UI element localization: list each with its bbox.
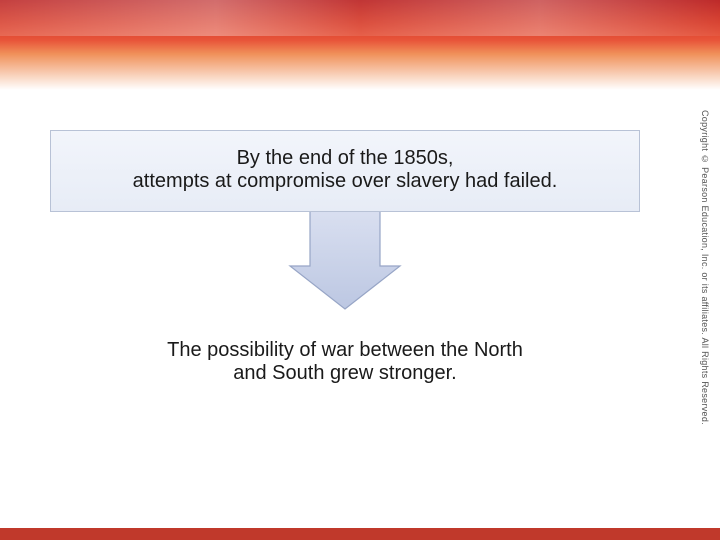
slide-content: By the end of the 1850s, attempts at com…	[30, 120, 660, 500]
callout-box: By the end of the 1850s, attempts at com…	[50, 130, 640, 212]
copyright-vertical: Copyright © Pearson Education, Inc. or i…	[698, 110, 712, 520]
copyright-text: Copyright © Pearson Education, Inc. or i…	[700, 110, 710, 425]
callout-line-1: By the end of the 1850s,	[73, 147, 617, 170]
callout-line-2: attempts at compromise over slavery had …	[73, 170, 617, 193]
conclusion-line-2: and South grew stronger.	[70, 362, 620, 385]
header-gradient-band	[0, 0, 720, 90]
conclusion-text: The possibility of war between the North…	[30, 339, 660, 385]
down-arrow-icon	[285, 211, 405, 311]
arrow-container	[30, 211, 660, 311]
conclusion-line-1: The possibility of war between the North	[70, 339, 620, 362]
footer-bar	[0, 528, 720, 540]
